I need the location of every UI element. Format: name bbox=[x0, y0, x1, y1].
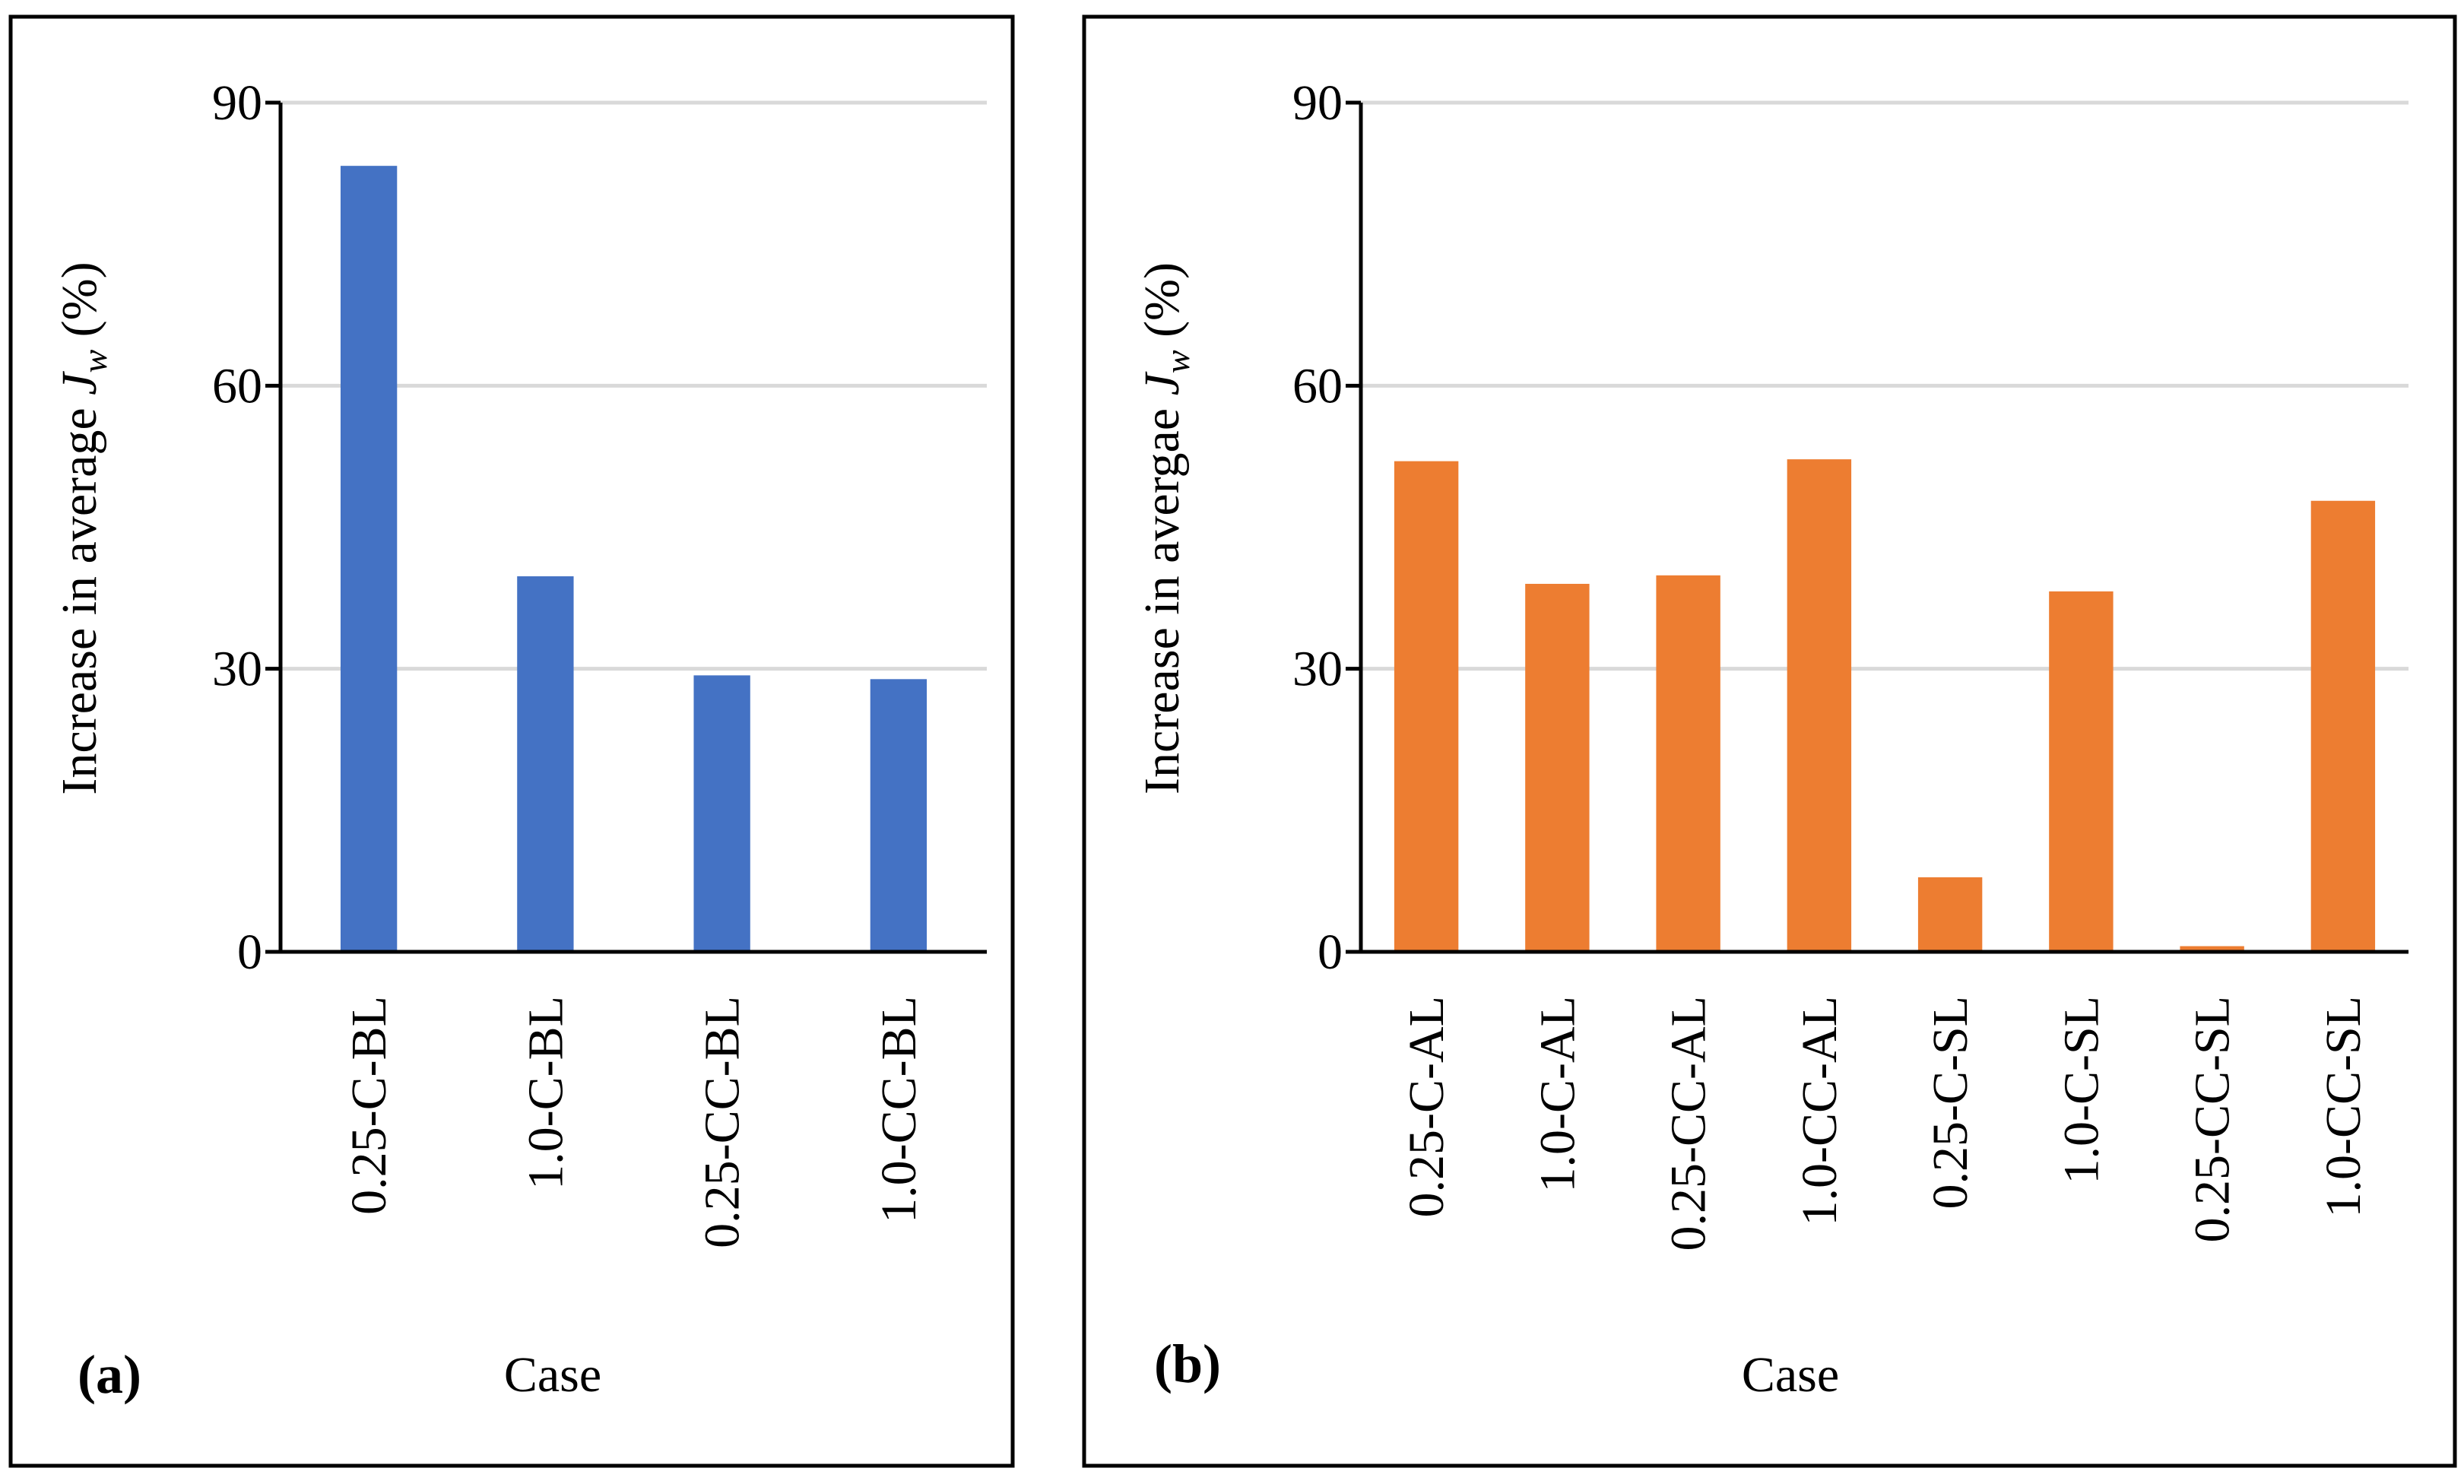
panel-a-y-tick-label: 90 bbox=[212, 75, 262, 131]
panel-a-category-label: 1.0-CC-BL bbox=[871, 996, 927, 1223]
panel-a-category-labels: 0.25-C-BL 1.0-C-BL 0.25-CC-BL 1.0-CC-BL bbox=[341, 996, 927, 1248]
panel-a-grid bbox=[281, 100, 987, 671]
panel-a-y-tick-label: 0 bbox=[237, 924, 262, 980]
panel-b-category-label: 0.25-C-AL bbox=[1399, 996, 1454, 1217]
panel-a-category-label: 0.25-CC-BL bbox=[695, 996, 750, 1248]
panel-b-category-label: 0.25-C-SL bbox=[1923, 996, 1978, 1210]
panel-b-y-axis-title: Increase in avergae Jw (%) bbox=[1134, 262, 1197, 794]
panel-a-label: (a) bbox=[78, 1344, 141, 1405]
panel-b-y-ticks: 0 30 60 90 bbox=[1292, 75, 1361, 980]
panel-a-y-tick-label: 60 bbox=[212, 358, 262, 414]
panel-a-x-axis-title: Case bbox=[504, 1347, 601, 1403]
panel-a-y-ticks: 0 30 60 90 bbox=[212, 75, 281, 980]
panel-a-bar bbox=[517, 576, 574, 952]
panel-b-y-tick-label: 0 bbox=[1318, 924, 1343, 980]
panel-b-y-tick-label: 60 bbox=[1292, 358, 1343, 414]
panel-b-bar bbox=[2180, 946, 2244, 952]
panel-b-frame bbox=[1082, 14, 2457, 1468]
panel-b-bar bbox=[1787, 459, 1852, 952]
panel-b-bar bbox=[2049, 591, 2114, 952]
panel-a-bar bbox=[870, 679, 928, 952]
panel-b-bar bbox=[1394, 461, 1459, 952]
panel-b-category-label: 1.0-C-SL bbox=[2053, 996, 2109, 1184]
panel-b-category-label: 1.0-CC-AL bbox=[1792, 996, 1847, 1226]
panel-b-bar bbox=[1525, 583, 1590, 952]
panel-b-bar bbox=[1917, 877, 1983, 952]
panel-b-bar bbox=[2310, 500, 2376, 952]
panel-b-category-label: 1.0-C-AL bbox=[1530, 996, 1585, 1192]
panel-b-category-labels: 0.25-C-AL 1.0-C-AL 0.25-CC-AL 1.0-CC-AL 0.25… bbox=[1399, 996, 2371, 1251]
panel-b: 0 30 60 90 0.25-C-AL 1.0-C-AL 0.25-CC-AL 1.0-C… bbox=[1082, 14, 2457, 1468]
panel-b-label: (b) bbox=[1154, 1333, 1221, 1394]
panel-a-frame bbox=[8, 14, 1015, 1468]
panel-b-x-axis-title: Case bbox=[1742, 1347, 1839, 1403]
panel-a-bar bbox=[693, 675, 750, 952]
panel-a: 0 30 60 90 0.25-C-BL 1.0-C-BL 0.25-CC-BL 1.0-C… bbox=[8, 14, 1015, 1468]
panel-b-y-tick-label: 30 bbox=[1292, 642, 1343, 697]
panel-a-bar bbox=[340, 166, 398, 953]
panel-b-category-label: 0.25-CC-SL bbox=[2185, 996, 2240, 1243]
panel-a-category-label: 0.25-C-BL bbox=[341, 996, 397, 1215]
panel-b-bar bbox=[1656, 575, 1720, 952]
panel-a-y-tick-label: 30 bbox=[212, 642, 262, 697]
panel-b-category-label: 1.0-CC-SL bbox=[2316, 996, 2371, 1218]
panel-b-category-label: 0.25-CC-AL bbox=[1661, 996, 1717, 1251]
panel-b-bars bbox=[1394, 459, 2376, 952]
panel-a-bars bbox=[340, 166, 928, 953]
panel-a-y-axis-title: Increase in average Jw (%) bbox=[52, 262, 114, 794]
panel-a-category-label: 1.0-C-BL bbox=[518, 996, 573, 1190]
panel-b-y-tick-label: 90 bbox=[1292, 75, 1343, 131]
